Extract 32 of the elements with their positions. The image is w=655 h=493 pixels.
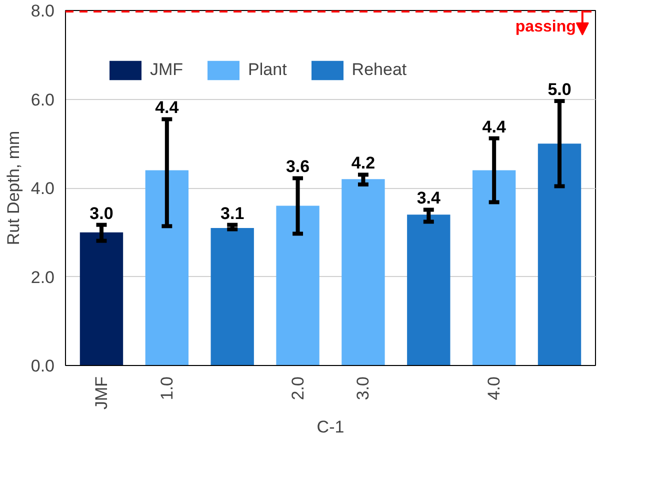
y-axis-title: Rut Depth, mm [4,130,23,246]
y-tick-label: 4.0 [30,179,55,198]
x-tick-label: 4.0 [484,376,504,400]
y-tick-label: 6.0 [30,90,55,110]
y-tick-label: 2.0 [30,268,55,287]
x-axis-title: C-1 [316,418,344,437]
data-label: 4.4 [155,98,180,118]
data-label: 4.2 [351,154,376,173]
bar [472,170,516,366]
bar [80,232,124,366]
legend-label: Reheat [352,60,407,80]
data-label: 3.4 [416,188,442,208]
bar [342,179,385,366]
x-tick-label: 3.0 [354,376,373,400]
ref-line-label: passing [515,18,576,36]
bar [538,144,582,366]
data-label: 3.6 [286,157,310,176]
bar [407,214,450,366]
data-label: 5.0 [548,80,572,100]
y-tick-label: 0.0 [30,356,55,376]
bar [210,228,254,366]
x-tick-label: 2.0 [288,376,308,400]
legend-label: JMF [150,60,184,80]
bar [276,206,320,366]
data-label: 3.1 [220,204,244,223]
x-tick-label: JMF [92,376,111,410]
bar [145,170,189,366]
data-label: 4.4 [482,117,506,136]
x-tick-label: 1.0 [157,376,176,400]
y-tick-label: 8.0 [30,2,55,20]
data-label: 3.0 [90,204,114,223]
legend-label: Plant [248,60,287,80]
